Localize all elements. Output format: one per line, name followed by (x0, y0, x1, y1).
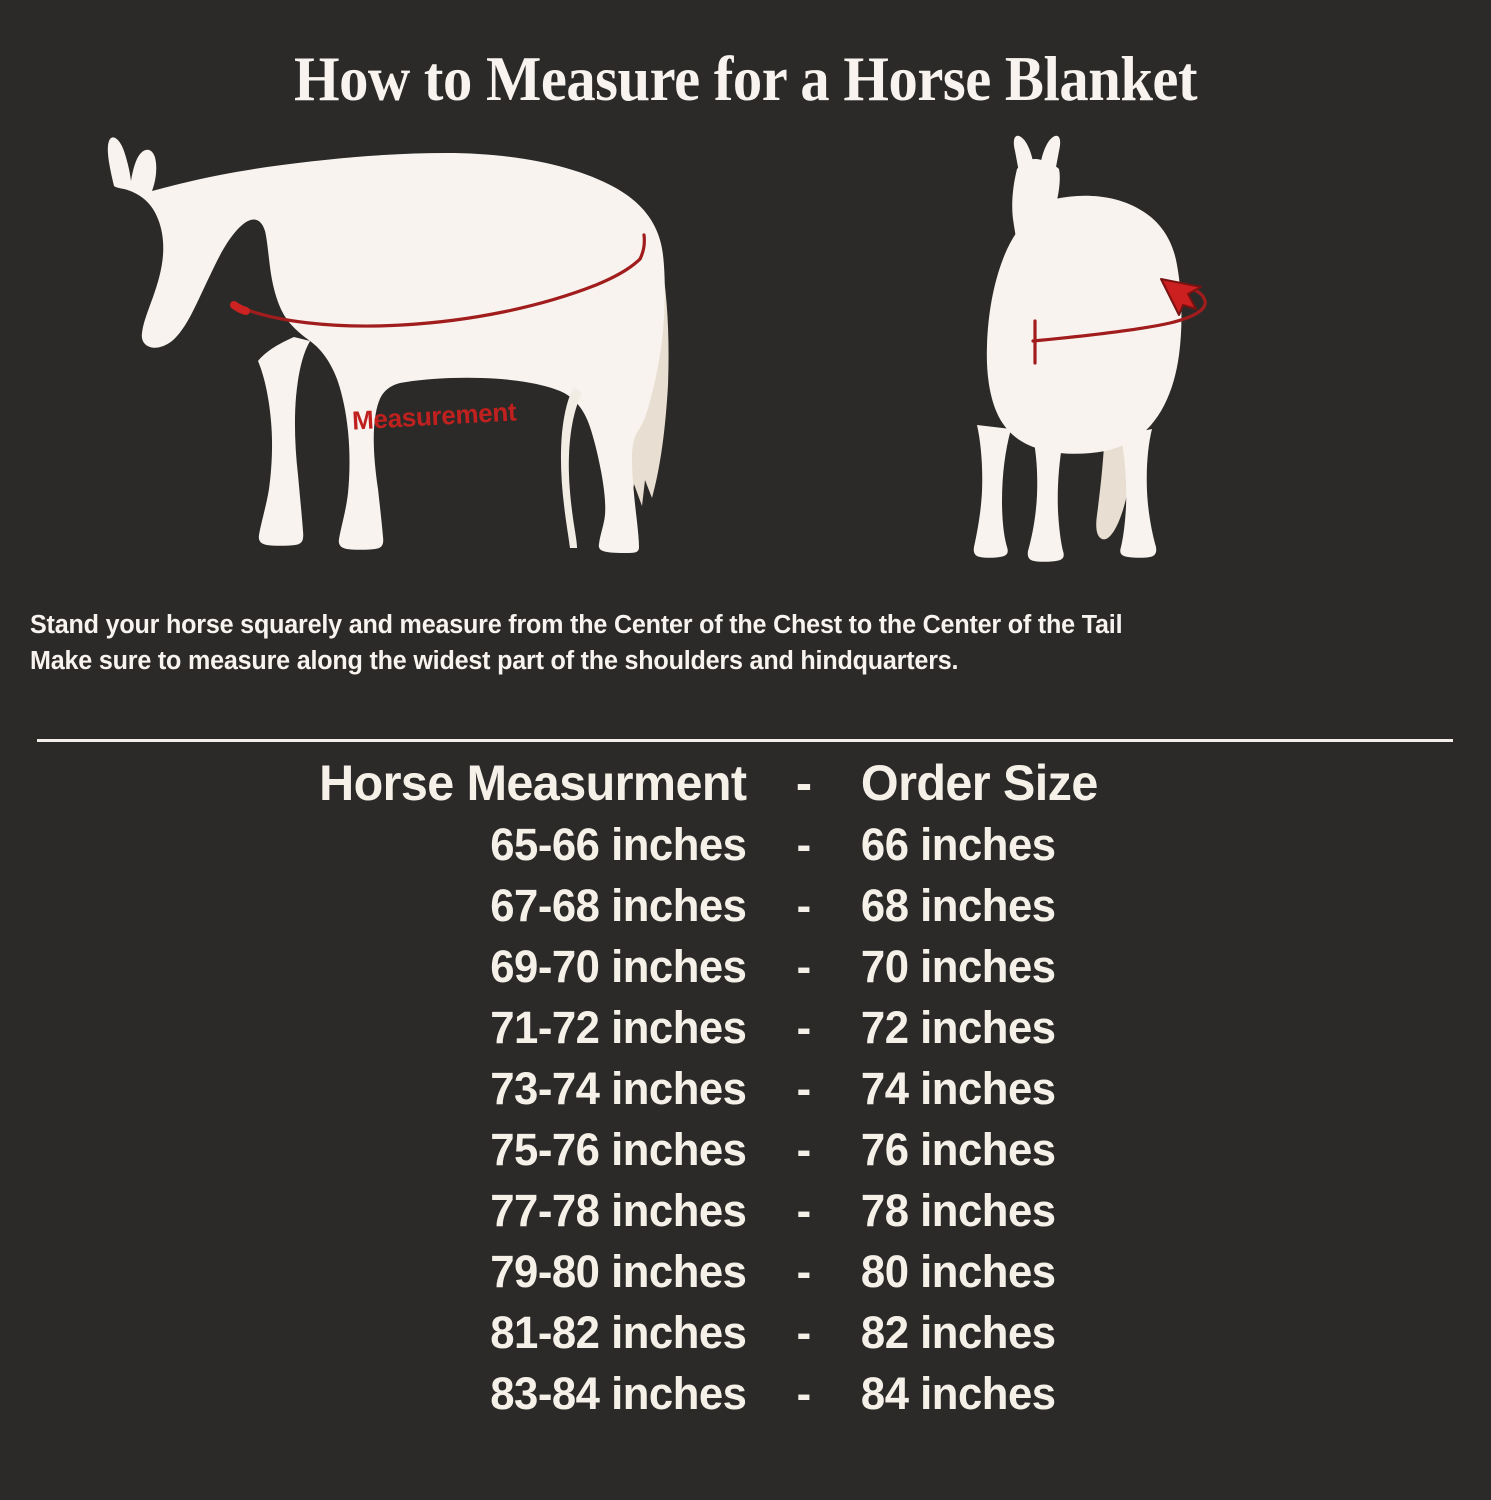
table-row: 75-76 inches -76 inches (22, 1127, 1468, 1172)
cell-dash: - (796, 1246, 812, 1297)
instructions-line-1: Stand your horse squarely and measure fr… (30, 611, 1123, 639)
cell-dash: - (796, 941, 812, 992)
cell-dash: - (796, 880, 812, 931)
cell-measurement: 83-84 inches (490, 1368, 747, 1419)
horse-side-view-icon (107, 137, 669, 553)
table-row: 71-72 inches -72 inches (22, 1005, 1468, 1050)
cell-measurement: 73-74 inches (490, 1063, 747, 1114)
cell-order-size: 80 inches (860, 1246, 1056, 1297)
cell-measurement: 77-78 inches (490, 1185, 747, 1236)
table-row: 79-80 inches -80 inches (22, 1249, 1468, 1294)
header-order-size: Order Size (860, 755, 1098, 811)
table-row: 73-74 inches -74 inches (22, 1066, 1468, 1111)
cell-order-size: 74 inches (860, 1063, 1056, 1114)
cell-order-size: 70 inches (860, 941, 1056, 992)
table-row: 69-70 inches -70 inches (22, 944, 1468, 989)
hind-leg-separator (560, 387, 582, 548)
header-horse-measurement: Horse Measurment (319, 755, 747, 811)
cell-order-size: 84 inches (860, 1368, 1056, 1419)
cell-order-size: 68 inches (860, 880, 1056, 931)
horse-front-leg-shape (258, 337, 310, 546)
table-row: 67-68 inches -68 inches (22, 883, 1468, 928)
cell-order-size: 72 inches (860, 1002, 1056, 1053)
table-header-row: Horse Measurment - Order Size (22, 758, 1468, 808)
cell-order-size: 76 inches (860, 1124, 1056, 1175)
header-dash: - (795, 755, 812, 811)
cell-order-size: 66 inches (860, 819, 1056, 870)
arrow-head-icon (1160, 278, 1202, 316)
cell-order-size: 78 inches (860, 1185, 1056, 1236)
table-row: 83-84 inches -84 inches (22, 1371, 1468, 1416)
page-title: How to Measure for a Horse Blanket (293, 44, 1198, 114)
rear-leg-3-shape (1120, 429, 1157, 558)
rear-leg-1-shape (973, 425, 1011, 558)
rear-body-shape (986, 195, 1182, 454)
cell-measurement: 71-72 inches (490, 1002, 747, 1053)
cell-measurement: 81-82 inches (490, 1307, 747, 1358)
cell-measurement: 67-68 inches (490, 880, 747, 931)
rear-leg-2-shape (1027, 433, 1064, 562)
cell-dash: - (796, 1185, 812, 1236)
cell-dash: - (796, 1124, 812, 1175)
horse-rear-view-icon (973, 135, 1207, 562)
size-chart-table: Horse Measurment - Order Size 65-66 inch… (0, 758, 1491, 1432)
instructions-line-2: Make sure to measure along the widest pa… (30, 647, 959, 676)
cell-dash: - (796, 1002, 812, 1053)
table-row: 65-66 inches -66 inches (22, 822, 1468, 867)
instructions-paragraph: Stand your horse squarely and measure fr… (30, 607, 1439, 679)
table-row: 81-82 inches -82 inches (22, 1310, 1468, 1355)
section-divider (37, 739, 1453, 742)
cell-measurement: 65-66 inches (490, 819, 747, 870)
illustration-band: Measurement (0, 125, 1491, 585)
rear-measurement-line (1031, 287, 1207, 343)
cell-order-size: 82 inches (860, 1307, 1056, 1358)
measurement-line-end-cap (638, 233, 646, 261)
table-body: 65-66 inches -66 inches 67-68 inches -68 in… (0, 822, 1491, 1416)
cell-dash: - (796, 1368, 812, 1419)
table-row: 77-78 inches -78 inches (22, 1188, 1468, 1233)
cell-measurement: 75-76 inches (490, 1124, 747, 1175)
cell-dash: - (796, 1063, 812, 1114)
horse-body-shape (107, 137, 665, 553)
cell-measurement: 79-80 inches (490, 1246, 747, 1297)
cell-measurement: 69-70 inches (490, 941, 747, 992)
measurement-line (238, 257, 642, 328)
cell-dash: - (796, 819, 812, 870)
cell-dash: - (796, 1307, 812, 1358)
measurement-line-start-cap (230, 301, 250, 315)
